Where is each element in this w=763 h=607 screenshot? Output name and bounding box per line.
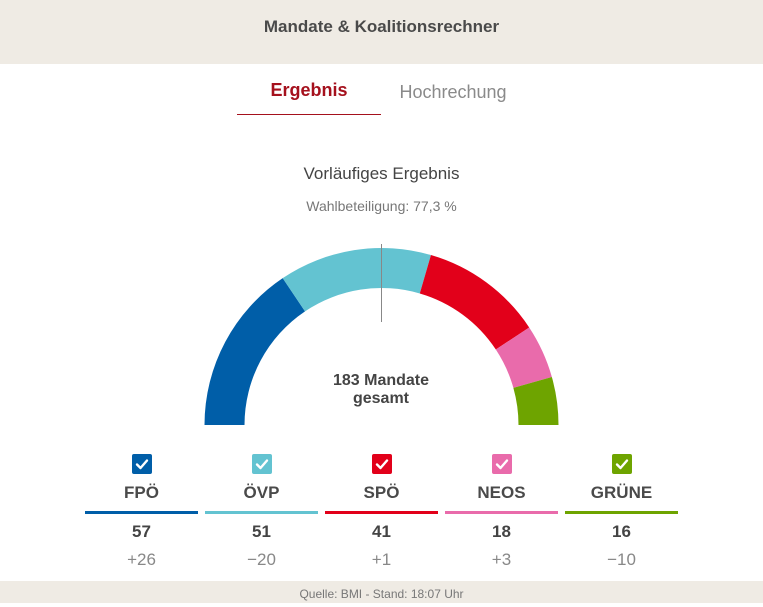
party-seat-change: +26	[127, 550, 156, 569]
party-color-bar	[565, 511, 678, 514]
party-checkbox-spö[interactable]	[371, 454, 392, 474]
party-seats: 41	[372, 522, 391, 541]
check-icon	[495, 459, 508, 470]
party-name: GRÜNE	[590, 483, 653, 502]
party-checkbox-fpö[interactable]	[131, 454, 152, 474]
check-icon	[135, 459, 148, 470]
party-seat-change: −20	[247, 550, 276, 569]
party-name: ÖVP	[243, 483, 280, 502]
arc-segments	[204, 248, 559, 425]
party-name: SPÖ	[363, 483, 400, 502]
party-checkbox-grüne[interactable]	[611, 454, 632, 474]
party-color-bar	[205, 511, 318, 514]
party-seats: 18	[492, 522, 511, 541]
party-checkbox-övp[interactable]	[251, 454, 272, 474]
footer-source: Quelle: BMI - Stand: 18:07 Uhr	[0, 581, 763, 603]
check-icon	[375, 459, 388, 470]
party-checkbox-neos[interactable]	[491, 454, 512, 474]
party-grüne: GRÜNE 16 −10	[565, 452, 678, 570]
check-icon	[255, 459, 268, 470]
party-spö: SPÖ 41 +1	[325, 452, 438, 570]
party-övp: ÖVP 51 −20	[205, 452, 318, 570]
party-seat-change: +3	[491, 550, 512, 569]
party-name: FPÖ	[124, 483, 159, 502]
tab-bar: Ergebnis Hochrechung	[0, 64, 763, 120]
total-seats-label: 183 Mandate gesamt	[281, 372, 481, 408]
turnout-label: Wahlbeteiligung: 77,3 %	[306, 198, 457, 214]
arc-segment-fpö	[204, 278, 306, 425]
party-color-bar	[325, 511, 438, 514]
party-neos: NEOS 18 +3	[445, 452, 558, 570]
party-seats: 57	[132, 522, 151, 541]
check-icon	[615, 459, 628, 470]
arc-segment-grüne	[513, 376, 559, 425]
party-seats: 16	[612, 522, 631, 541]
arc-segment-övp	[282, 248, 431, 312]
tab-ergebnis[interactable]: Ergebnis	[237, 80, 381, 115]
party-fpö: FPÖ 57 +26	[85, 452, 198, 570]
seat-arc-chart	[204, 244, 559, 425]
party-color-bar	[445, 511, 558, 514]
party-seats: 51	[252, 522, 271, 541]
tab-hochrechung[interactable]: Hochrechung	[399, 82, 507, 102]
chart-title: Vorläufiges Ergebnis	[303, 164, 460, 183]
page-title: Mandate & Koalitionsrechner	[263, 17, 500, 36]
header: Mandate & Koalitionsrechner	[0, 0, 763, 64]
arc-segment-neos	[495, 327, 552, 388]
party-name: NEOS	[477, 483, 526, 502]
arc-segment-spö	[419, 255, 530, 350]
party-color-bar	[85, 511, 198, 514]
party-seat-change: −10	[607, 550, 636, 569]
total-seats-line2: gesamt	[352, 390, 410, 407]
total-seats-line1: 183 Mandate	[332, 372, 430, 389]
party-seat-change: +1	[371, 550, 392, 569]
